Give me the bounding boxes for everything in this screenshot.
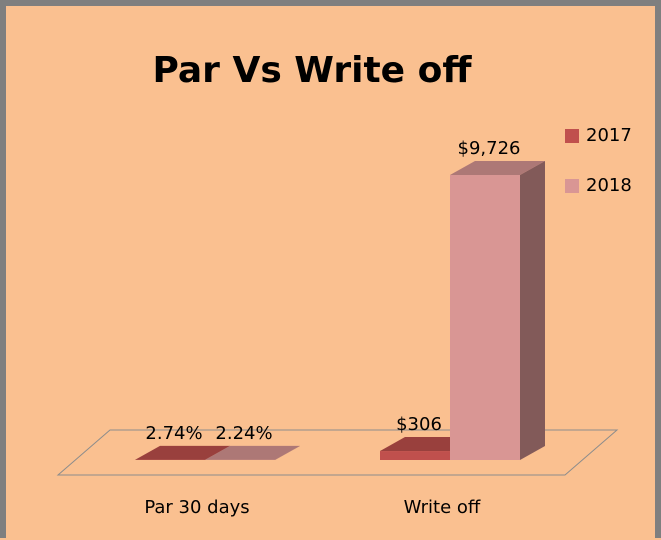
bar-top-shade [205,445,300,460]
x-tick-label: Par 30 days [144,497,249,518]
bar-side-shade [275,445,300,460]
chart-title: Par Vs Write off [152,50,472,91]
bar-top [450,161,545,175]
data-label: 2.74% [145,423,202,444]
bar-side [520,161,545,460]
bar-side [275,445,300,460]
data-label: $9,726 [458,138,521,159]
data-label: 2.24% [215,423,272,444]
legend-label: 2018 [586,175,632,196]
legend-swatch [565,179,579,193]
bar-top-shade [135,445,230,460]
floor [56,429,619,476]
legend-label: 2017 [586,125,632,146]
bar [380,451,450,460]
data-label: $306 [396,414,442,435]
bar [450,175,520,460]
bar-side-shade [520,161,545,460]
legend-swatch [565,129,579,143]
x-tick-label: Write off [404,497,481,518]
bar-top [135,445,230,460]
bar-top [205,445,300,460]
bar-top-shade [450,161,545,175]
